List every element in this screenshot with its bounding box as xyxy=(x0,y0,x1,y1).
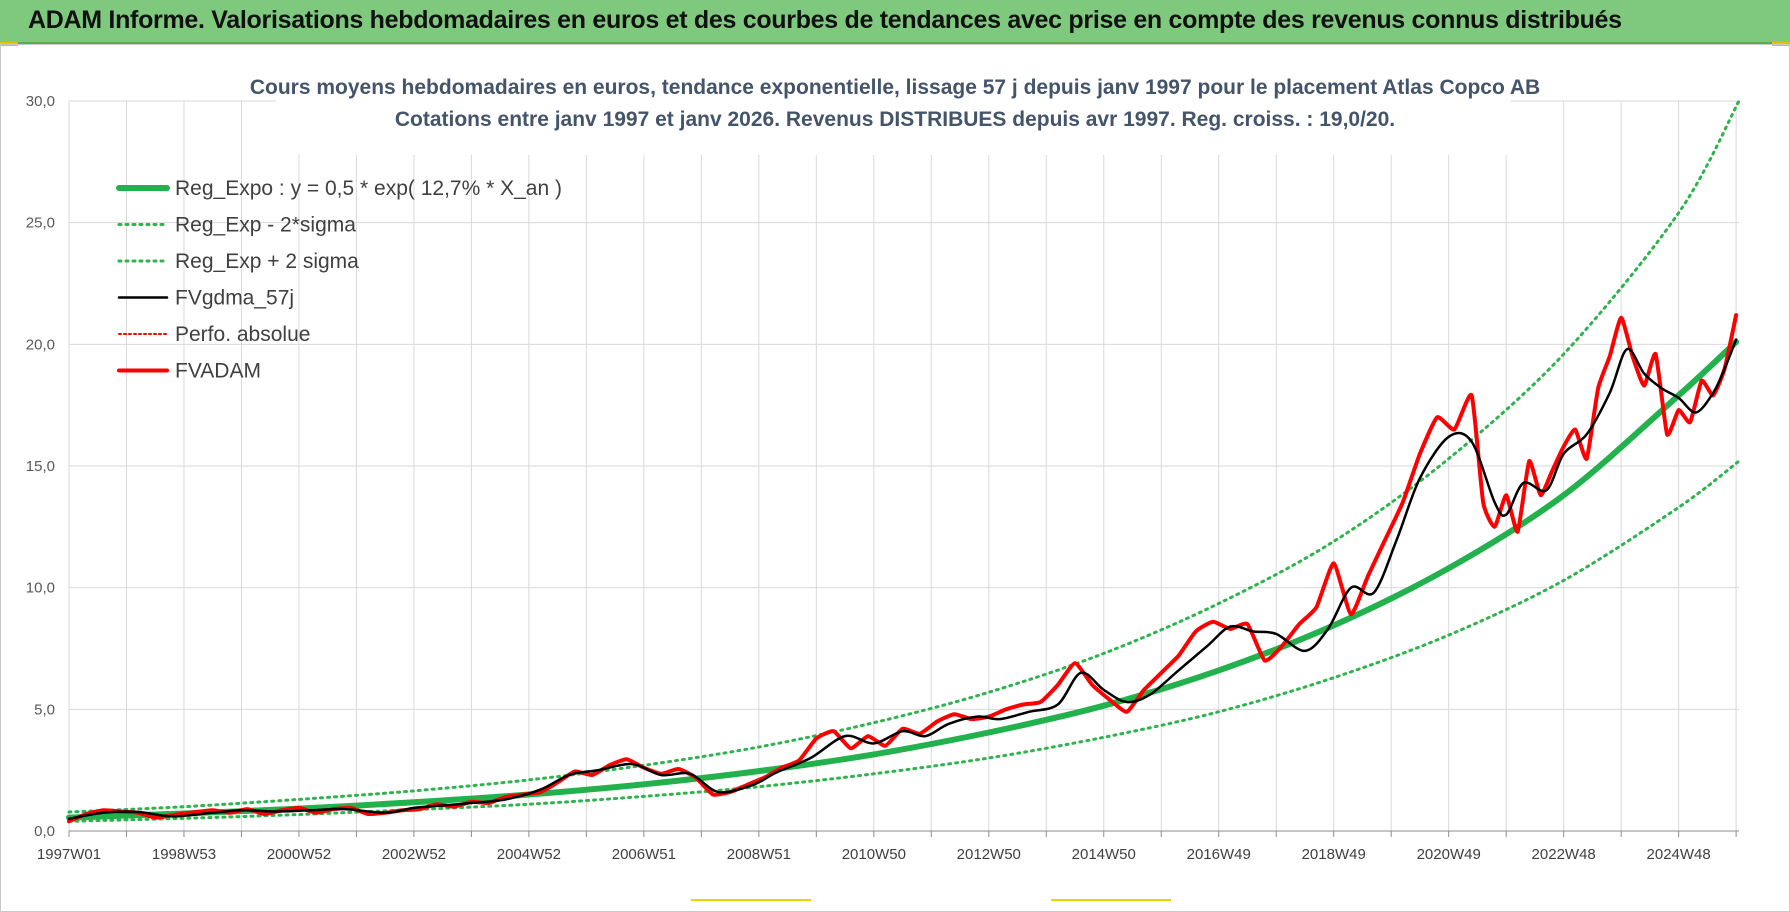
y-tick-label: 25,0 xyxy=(26,215,55,232)
report-title: ADAM Informe. Valorisations hebdomadaire… xyxy=(28,6,1622,34)
legend-label: FVADAM xyxy=(175,360,261,383)
x-tick-label: 2012W50 xyxy=(957,846,1021,863)
legend-label: Reg_Expo : y = 0,5 * exp( 12,7% * X_an ) xyxy=(175,177,562,200)
legend-label: Reg_Exp + 2 sigma xyxy=(175,250,359,273)
report-banner: ADAM Informe. Valorisations hebdomadaire… xyxy=(0,0,1790,44)
chart-title-box xyxy=(276,67,1511,155)
grid xyxy=(68,100,1739,832)
series-line-fvadam xyxy=(67,313,1739,824)
y-tick-label: 0,0 xyxy=(34,823,55,840)
x-tick-label: 2010W50 xyxy=(842,846,906,863)
y-tick-label: 20,0 xyxy=(26,336,55,353)
x-tick-label: 2016W49 xyxy=(1187,846,1251,863)
y-tick-label: 10,0 xyxy=(26,580,55,597)
x-tick-label: 2002W52 xyxy=(382,846,446,863)
chart-title-line2: Cotations entre janv 1997 et janv 2026. … xyxy=(395,108,1395,131)
y-tick-label: 30,0 xyxy=(26,93,55,110)
legend-label: Perfo. absolue xyxy=(175,323,310,346)
series-lines xyxy=(66,99,1741,824)
chart-title-line1: Cours moyens hebdomadaires en euros, ten… xyxy=(250,76,1540,99)
series-line-reg-exp-2-sigma xyxy=(67,99,1741,814)
x-tick-label: 2022W48 xyxy=(1532,846,1596,863)
x-tick-label: 2006W51 xyxy=(612,846,676,863)
chart-canvas: 0,0 5,0 10,0 15,0 20,0 25,0 30,0 1997W01 1998W53… xyxy=(26,67,1741,863)
legend-label: Reg_Exp - 2*sigma xyxy=(175,214,356,237)
x-tick-label: 2020W49 xyxy=(1417,846,1481,863)
bottom-marker-2 xyxy=(1051,899,1171,901)
x-tick-label: 2018W49 xyxy=(1302,846,1366,863)
x-tick-label: 1998W53 xyxy=(152,846,216,863)
x-tick-label: 2014W50 xyxy=(1072,846,1136,863)
chart-area: 0,0 5,0 10,0 15,0 20,0 25,0 30,0 1997W01 1998W53… xyxy=(0,44,1790,912)
x-tick-label: 2004W52 xyxy=(497,846,561,863)
y-tick-label: 15,0 xyxy=(26,458,55,475)
y-tick-label: 5,0 xyxy=(34,701,55,718)
series-line-fvgdma-57j xyxy=(67,338,1738,821)
x-tick-label: 1997W01 xyxy=(37,846,101,863)
legend: Reg_Expo : y = 0,5 * exp( 12,7% * X_an )… xyxy=(116,177,562,383)
axes: 0,0 5,0 10,0 15,0 20,0 25,0 30,0 1997W01 1998W53… xyxy=(26,93,1739,863)
bottom-marker-1 xyxy=(691,899,811,901)
x-tick-label: 2000W52 xyxy=(267,846,331,863)
x-tick-label: 2008W51 xyxy=(727,846,791,863)
legend-label: FVgdma_57j xyxy=(175,287,294,310)
x-tick-label: 2024W48 xyxy=(1647,846,1711,863)
series-line-reg-expo xyxy=(66,338,1740,821)
